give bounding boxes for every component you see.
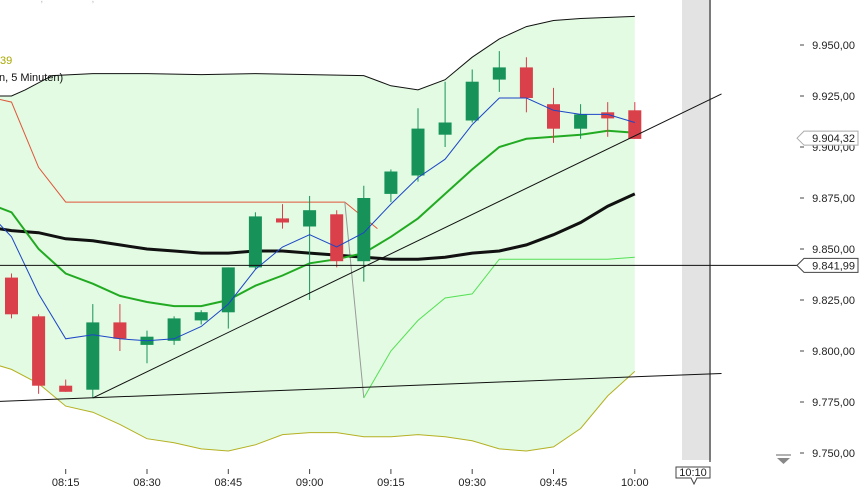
candle-body (492, 67, 506, 80)
candle (221, 267, 235, 329)
y-tick-label: 9.800,00 (812, 346, 855, 358)
candle-body (438, 122, 452, 135)
y-tick-label: 9.825,00 (812, 295, 855, 307)
candle (330, 210, 344, 268)
x-tick-label: 08:15 (52, 477, 80, 489)
trendline-2[interactable] (0, 372, 722, 402)
candle (248, 212, 262, 270)
candle-body (86, 322, 100, 390)
legend-value: 39 (0, 55, 12, 67)
y-axis: 9.950,009.925,009.900,009.875,009.850,00… (800, 40, 855, 460)
x-tick-label: 09:00 (296, 477, 324, 489)
candle-body (357, 198, 371, 262)
candle-body (248, 216, 262, 268)
candles (5, 51, 642, 398)
candle-body (59, 385, 73, 392)
x-tick-label: 09:15 (377, 477, 405, 489)
candle-body (384, 171, 398, 194)
y-tick-label: 9.850,00 (812, 244, 855, 256)
candle (465, 69, 479, 123)
light-green-line (363, 256, 635, 399)
candle (167, 316, 181, 345)
candle-body (519, 67, 533, 98)
cursor-price-label: 9.841,99 (812, 260, 855, 272)
candle (574, 104, 588, 139)
trendline-1[interactable] (92, 93, 722, 399)
legend-instrument: n, 5 Minuten) (0, 72, 63, 84)
y-tick-label: 9.750,00 (812, 448, 855, 460)
candle (59, 379, 73, 392)
upper-band-line (0, 15, 635, 97)
candle (519, 57, 533, 113)
candle-body (411, 128, 425, 176)
y-tick-label: 9.925,00 (812, 91, 855, 103)
candle-body (276, 218, 289, 223)
candle (5, 273, 18, 319)
candle-body (574, 114, 588, 129)
gray-indicator-line (344, 202, 365, 398)
red-indicator-line (0, 98, 378, 229)
last-price-label: 9.904,32 (812, 133, 855, 145)
last-price-tag: 9.904,32 (796, 130, 859, 146)
x-axis: 08:15 08:30 08:45 09:00 09:15 09:30 09:45 10:00 (52, 469, 649, 489)
candle-body (32, 316, 46, 386)
candle (86, 304, 100, 398)
x-tick-label: 10:00 (621, 477, 649, 489)
candle-body (113, 322, 127, 339)
candle (303, 195, 317, 300)
fast-moving-average (0, 97, 635, 342)
candle-body (194, 312, 208, 321)
candle-body (167, 318, 181, 341)
candle-body (5, 277, 18, 315)
candle-body (465, 81, 479, 121)
future-shade (682, 0, 711, 460)
candle (438, 81, 452, 147)
candle (601, 102, 615, 137)
overlay-lines (0, 93, 800, 402)
candle (492, 51, 506, 92)
y-tick-label: 9.875,00 (812, 193, 855, 205)
y-tick-label: 9.775,00 (812, 397, 855, 409)
candle (276, 204, 289, 229)
cursor-time-label: 10:10 (679, 467, 707, 479)
candle-body (330, 214, 344, 262)
scroll-arrow[interactable] (776, 454, 791, 464)
candle (32, 314, 46, 394)
y-tick-label: 9.950,00 (812, 40, 855, 52)
x-tick-label: 08:30 (133, 477, 161, 489)
candle (113, 304, 127, 351)
bollinger-band-fill (0, 16, 635, 451)
candle (194, 310, 208, 325)
x-tick-label: 09:30 (458, 477, 486, 489)
candle-body (628, 110, 642, 139)
lower-band-line (0, 365, 636, 452)
x-tick-label: 08:45 (215, 477, 243, 489)
candle (411, 108, 425, 182)
plot-area[interactable] (0, 15, 800, 452)
candle-body (601, 112, 615, 119)
cursor-price-tag: 9.841,99 (796, 257, 859, 273)
chevron-down-icon[interactable] (777, 458, 790, 464)
candle (384, 169, 398, 203)
legend-header: — — — ,—— — — ,—— (2, 0, 114, 5)
cursor-time-tag: 10:10 (675, 466, 711, 486)
x-tick-label: 09:45 (540, 477, 568, 489)
candle (628, 102, 642, 139)
candle-body (221, 267, 235, 313)
candle-body (303, 210, 317, 227)
